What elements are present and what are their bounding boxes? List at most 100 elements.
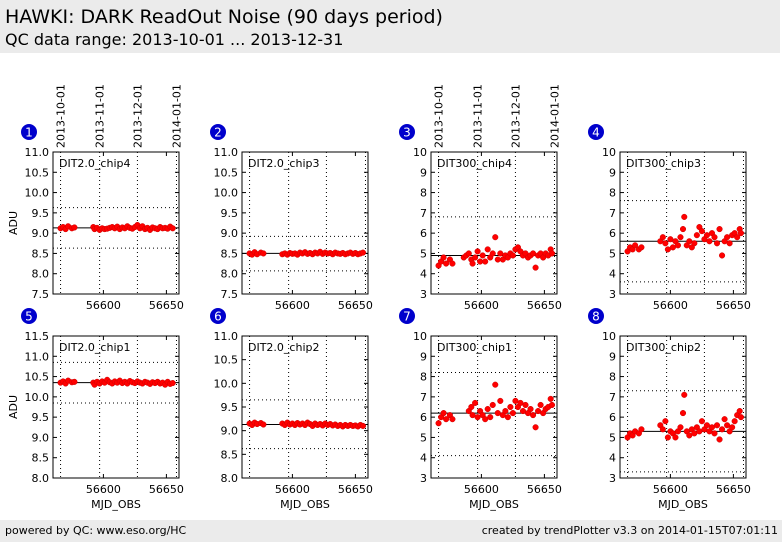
data-point [679, 410, 687, 417]
data-point [469, 260, 476, 267]
data-point [512, 397, 519, 404]
data-point [698, 418, 705, 425]
data-points [624, 391, 745, 443]
data-point [677, 424, 684, 431]
data-point [681, 213, 688, 220]
data-point [548, 401, 556, 409]
data-point [489, 401, 496, 409]
y-tick-label: 9 [420, 166, 427, 179]
data-point [443, 416, 450, 423]
y-tick-label: 4 [609, 268, 616, 281]
data-point [477, 258, 484, 265]
data-point [703, 232, 710, 239]
data-point [659, 426, 666, 433]
panel-badge-label: 6 [214, 310, 222, 324]
data-point [686, 432, 693, 439]
x-axis-label: MJD_OBS [469, 498, 519, 511]
data-point [484, 246, 491, 253]
data-point [465, 250, 472, 257]
y-tick-label: 11.0 [25, 350, 50, 363]
data-point [502, 408, 509, 415]
data-point [708, 424, 716, 431]
date-label: 2013-10-01 [433, 84, 446, 148]
y-tick-label: 9.5 [32, 411, 50, 424]
plot-frame [430, 151, 558, 295]
y-tick-label: 3 [420, 472, 427, 485]
y-tick-label: 8.0 [221, 472, 239, 485]
y-tick-label: 4 [420, 452, 427, 465]
y-tick-label: 9 [609, 350, 616, 363]
y-tick-label: 8 [420, 371, 427, 384]
series-name: DIT300_chip1 [437, 341, 512, 354]
x-tick-label: 56600 [275, 299, 310, 312]
y-tick-label: 9.0 [221, 227, 239, 240]
series-name: DIT2.0_chip4 [59, 157, 130, 170]
data-point [737, 230, 745, 237]
y-tick-label: 9.5 [221, 207, 239, 220]
series-name: DIT2.0_chip3 [248, 157, 319, 170]
data-points [435, 234, 556, 271]
panel-3: 3 3 4 5 6 7 8 9 10 56600 56650 DIT300_chip4 2013-10-… [399, 84, 562, 312]
y-tick-label: 10 [602, 146, 616, 159]
y-tick-label: 3 [609, 288, 616, 301]
data-point [711, 430, 718, 437]
date-label: 2013-11-01 [472, 84, 485, 148]
data-point [737, 414, 745, 421]
y-tick-label: 6 [420, 411, 427, 424]
y-tick-label: 6 [609, 411, 616, 424]
data-point [522, 401, 529, 409]
data-point [711, 234, 718, 241]
date-label: 2013-10-01 [55, 84, 68, 148]
data-point [474, 248, 481, 255]
series-name: DIT300_chip3 [626, 157, 701, 170]
data-point [509, 410, 516, 417]
y-tick-label: 8 [420, 187, 427, 200]
x-tick-label: 56600 [653, 299, 688, 312]
y-tick-label: 4 [420, 268, 427, 281]
data-point [703, 422, 710, 429]
data-points [57, 376, 176, 388]
x-axis-label: MJD_OBS [658, 498, 708, 511]
y-tick-label: 10.5 [25, 166, 50, 179]
data-point [532, 424, 539, 431]
y-tick-label: 10.5 [25, 371, 50, 384]
y-tick-label: 5 [609, 431, 616, 444]
data-point [449, 260, 456, 267]
data-point [736, 408, 743, 415]
data-point [691, 430, 698, 437]
panel-7: 7 3 4 5 6 7 8 9 10 56600 56650 DIT300_chip1 MJD_OBS [399, 308, 562, 511]
plot-frame [619, 151, 747, 295]
series-name: DIT300_chip2 [626, 341, 701, 354]
data-point [443, 260, 450, 267]
data-point [734, 234, 741, 241]
y-tick-label: 9.5 [32, 207, 50, 220]
data-point [260, 250, 267, 257]
data-point [359, 249, 367, 256]
y-tick-label: 7 [420, 207, 427, 220]
data-points [624, 213, 745, 259]
data-point [674, 242, 682, 249]
data-point [472, 254, 479, 261]
y-tick-label: 9.0 [32, 431, 50, 444]
x-tick-label: 56600 [653, 483, 688, 496]
data-point [504, 414, 511, 421]
page-title: HAWKI: DARK ReadOut Noise (90 days perio… [5, 6, 443, 28]
panel-badge [588, 124, 604, 140]
data-point [440, 410, 447, 417]
y-tick-label: 3 [609, 472, 616, 485]
data-points [435, 381, 556, 431]
data-point [530, 412, 537, 419]
x-tick-label: 56650 [149, 483, 184, 496]
y-tick-label: 11.0 [25, 146, 50, 159]
data-point [487, 414, 494, 421]
data-point [724, 234, 731, 241]
y-tick-label: 6 [609, 227, 616, 240]
data-point [638, 244, 645, 251]
data-point [724, 422, 731, 429]
data-points [57, 221, 176, 233]
data-point [691, 240, 698, 247]
data-point [530, 250, 537, 257]
data-point [359, 422, 367, 429]
panel-8: 8 3 4 5 6 7 8 9 10 56600 56650 DIT300_chip2 MJD_OBS [588, 308, 751, 511]
